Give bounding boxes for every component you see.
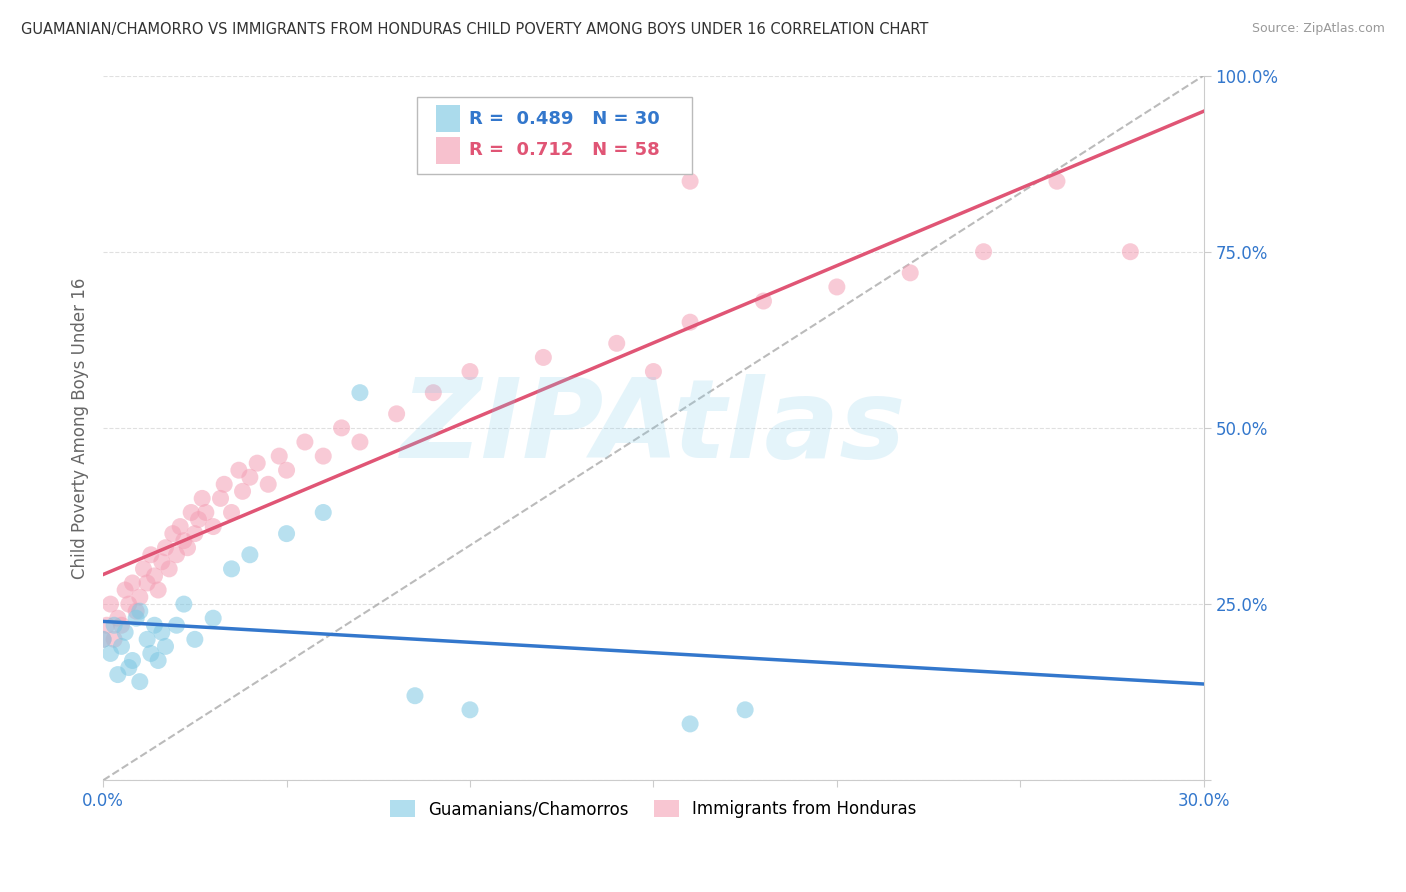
Point	[132, 562, 155, 576]
Point	[118, 660, 141, 674]
Point	[110, 640, 132, 654]
Point	[202, 519, 225, 533]
Point	[257, 477, 280, 491]
Text: R =  0.712   N = 58: R = 0.712 N = 58	[468, 141, 659, 160]
Point	[143, 618, 166, 632]
Point	[143, 569, 166, 583]
Point	[1119, 244, 1142, 259]
Point	[404, 689, 426, 703]
Point	[125, 604, 148, 618]
Point	[173, 533, 195, 548]
Point	[312, 506, 335, 520]
Point	[679, 315, 702, 329]
Point	[155, 640, 177, 654]
Point	[173, 597, 195, 611]
Point	[276, 526, 298, 541]
Point	[294, 435, 316, 450]
Point	[100, 647, 122, 661]
Point	[679, 717, 702, 731]
Point	[269, 449, 291, 463]
Point	[150, 555, 173, 569]
Point	[825, 280, 848, 294]
Bar	[436, 136, 460, 163]
FancyBboxPatch shape	[416, 96, 692, 174]
Point	[118, 597, 141, 611]
Point	[184, 632, 207, 647]
Point	[114, 582, 136, 597]
Point	[128, 604, 150, 618]
Y-axis label: Child Poverty Among Boys Under 16: Child Poverty Among Boys Under 16	[72, 277, 89, 579]
Point	[212, 477, 235, 491]
Point	[187, 512, 209, 526]
Point	[349, 385, 371, 400]
Point	[96, 618, 118, 632]
Point	[169, 519, 191, 533]
Point	[176, 541, 198, 555]
Point	[202, 611, 225, 625]
Text: R =  0.489   N = 30: R = 0.489 N = 30	[468, 110, 659, 128]
Point	[734, 703, 756, 717]
Point	[752, 293, 775, 308]
Point	[232, 484, 254, 499]
Point	[107, 667, 129, 681]
Point	[239, 548, 262, 562]
Point	[139, 548, 162, 562]
Point	[125, 611, 148, 625]
Point	[194, 506, 217, 520]
Point	[679, 174, 702, 188]
Point	[107, 611, 129, 625]
Point	[330, 421, 353, 435]
Point	[385, 407, 408, 421]
Text: GUAMANIAN/CHAMORRO VS IMMIGRANTS FROM HONDURAS CHILD POVERTY AMONG BOYS UNDER 16: GUAMANIAN/CHAMORRO VS IMMIGRANTS FROM HO…	[21, 22, 928, 37]
Point	[349, 435, 371, 450]
Point	[136, 632, 159, 647]
Point	[209, 491, 232, 506]
Point	[458, 365, 481, 379]
Point	[150, 625, 173, 640]
Point	[91, 632, 114, 647]
Point	[276, 463, 298, 477]
Point	[157, 562, 180, 576]
Point	[121, 653, 143, 667]
Legend: Guamanians/Chamorros, Immigrants from Honduras: Guamanians/Chamorros, Immigrants from Ho…	[384, 793, 924, 825]
Point	[136, 576, 159, 591]
Point	[221, 506, 243, 520]
Point	[643, 365, 665, 379]
Bar	[436, 105, 460, 132]
Point	[422, 385, 444, 400]
Point	[228, 463, 250, 477]
Point	[898, 266, 921, 280]
Text: Source: ZipAtlas.com: Source: ZipAtlas.com	[1251, 22, 1385, 36]
Point	[128, 590, 150, 604]
Point	[606, 336, 628, 351]
Text: ZIPAtlas: ZIPAtlas	[401, 375, 907, 482]
Point	[155, 541, 177, 555]
Point	[221, 562, 243, 576]
Point	[103, 632, 125, 647]
Point	[1046, 174, 1069, 188]
Point	[458, 703, 481, 717]
Point	[91, 632, 114, 647]
Point	[246, 456, 269, 470]
Point	[110, 618, 132, 632]
Point	[128, 674, 150, 689]
Point	[531, 351, 554, 365]
Point	[121, 576, 143, 591]
Point	[139, 647, 162, 661]
Point	[180, 506, 202, 520]
Point	[166, 548, 188, 562]
Point	[184, 526, 207, 541]
Point	[146, 653, 169, 667]
Point	[973, 244, 995, 259]
Point	[239, 470, 262, 484]
Point	[162, 526, 184, 541]
Point	[146, 582, 169, 597]
Point	[191, 491, 214, 506]
Point	[312, 449, 335, 463]
Point	[114, 625, 136, 640]
Point	[166, 618, 188, 632]
Point	[100, 597, 122, 611]
Point	[103, 618, 125, 632]
